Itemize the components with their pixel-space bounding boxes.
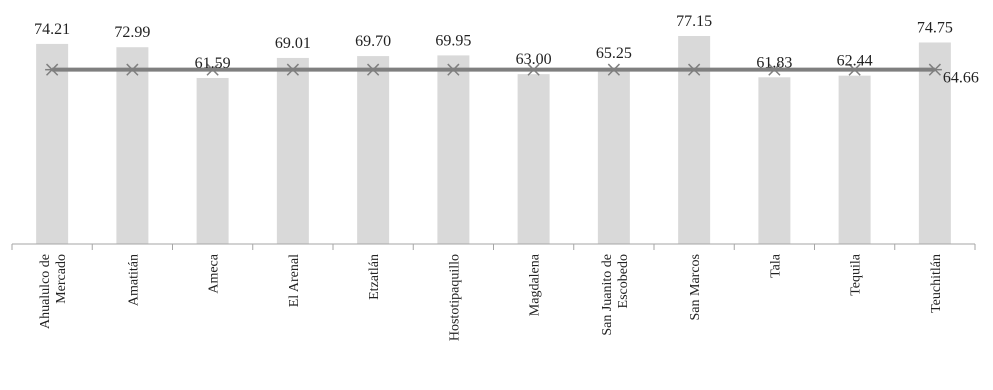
data-label: 74.21 <box>34 21 70 38</box>
bar <box>918 42 951 244</box>
data-label: 61.59 <box>195 55 231 72</box>
average-marker <box>687 63 702 76</box>
x-tick-label: San Juanito deEscobedo <box>600 254 631 336</box>
x-tick-label: Tequila <box>849 253 864 296</box>
bar <box>36 43 69 244</box>
bar <box>116 47 149 245</box>
bar <box>437 55 470 245</box>
x-tick-label: Magdalena <box>528 253 543 316</box>
x-tick-label: Tala <box>768 253 783 278</box>
x-tick-label: Teuchitlán <box>929 254 944 313</box>
average-marker <box>205 63 220 76</box>
data-label: 65.25 <box>596 45 632 62</box>
bar <box>357 56 390 245</box>
average-label: 64.66 <box>943 70 979 87</box>
average-marker <box>446 63 461 76</box>
data-label: 62.44 <box>837 53 873 70</box>
average-line-layer: 64.66 <box>45 63 979 87</box>
data-label: 72.99 <box>114 24 150 41</box>
x-tick-label: Amatitán <box>126 254 141 306</box>
value-labels-layer: 74.21 72.99 61.59 69.01 69.70 69.95 63.00 65.25… <box>34 13 953 72</box>
bars-layer <box>36 36 951 245</box>
bar <box>517 74 550 244</box>
bar <box>597 68 630 245</box>
x-tick-label: Ameca <box>207 253 222 293</box>
data-label: 69.01 <box>275 35 311 52</box>
x-tick-label: San Marcos <box>688 254 703 321</box>
x-tick-label: El Arenal <box>287 254 302 307</box>
average-marker <box>606 63 621 76</box>
average-marker <box>927 63 942 76</box>
data-label: 69.70 <box>355 33 391 50</box>
average-marker <box>45 63 60 76</box>
x-axis <box>11 243 976 250</box>
average-marker <box>285 63 300 76</box>
average-marker <box>526 63 541 76</box>
data-label: 61.83 <box>756 54 792 71</box>
bar <box>196 77 229 244</box>
x-tick-label: Ahualulco deMercado <box>38 254 69 329</box>
data-label: 77.15 <box>676 13 712 30</box>
data-label: 74.75 <box>917 19 953 36</box>
data-label: 63.00 <box>516 51 552 68</box>
x-tick-label: Hostotipaquillo <box>447 254 462 341</box>
x-tick-label: Etzatlán <box>367 254 382 300</box>
bar <box>276 57 309 245</box>
average-marker <box>767 63 782 76</box>
average-marker <box>366 63 381 76</box>
bar <box>678 36 711 244</box>
bar <box>758 77 791 244</box>
average-marker <box>847 63 862 76</box>
average-marker <box>125 63 140 76</box>
data-label: 69.95 <box>435 32 471 49</box>
category-labels-layer: Ahualulco deMercado Amatitán Ameca El Arena… <box>38 253 944 341</box>
bar <box>838 75 871 244</box>
